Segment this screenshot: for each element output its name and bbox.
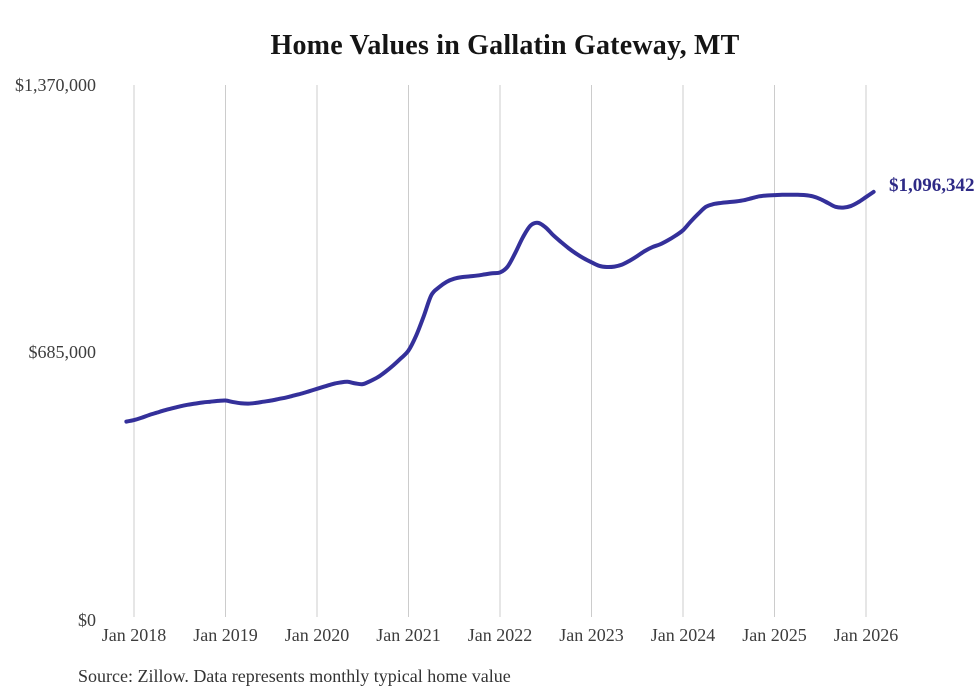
x-axis-tick: Jan 2018 xyxy=(101,625,167,645)
x-axis-tick: Jan 2019 xyxy=(193,625,258,645)
x-axis-tick: Jan 2026 xyxy=(833,625,899,645)
current-value-label: $1,096,342 xyxy=(889,175,975,196)
chart-title: Home Values in Gallatin Gateway, MT xyxy=(270,30,740,61)
home-value-line-series xyxy=(124,189,876,424)
x-axis-tick: Jan 2022 xyxy=(467,625,533,645)
x-axis-tick: Jan 2023 xyxy=(559,625,624,645)
x-axis-tick: Jan 2025 xyxy=(742,625,807,645)
x-axis-tick: Jan 2024 xyxy=(650,625,716,645)
source-note: Source: Zillow. Data represents monthly … xyxy=(78,666,511,686)
y-axis-tick-mid: $685,000 xyxy=(28,342,97,362)
vertical-gridlines xyxy=(133,85,867,617)
x-axis-tick: Jan 2020 xyxy=(284,625,350,645)
y-axis-tick-zero: $0 xyxy=(78,610,96,630)
y-axis-tick-max: $1,370,000 xyxy=(15,75,96,95)
x-axis-tick: Jan 2021 xyxy=(376,625,441,645)
